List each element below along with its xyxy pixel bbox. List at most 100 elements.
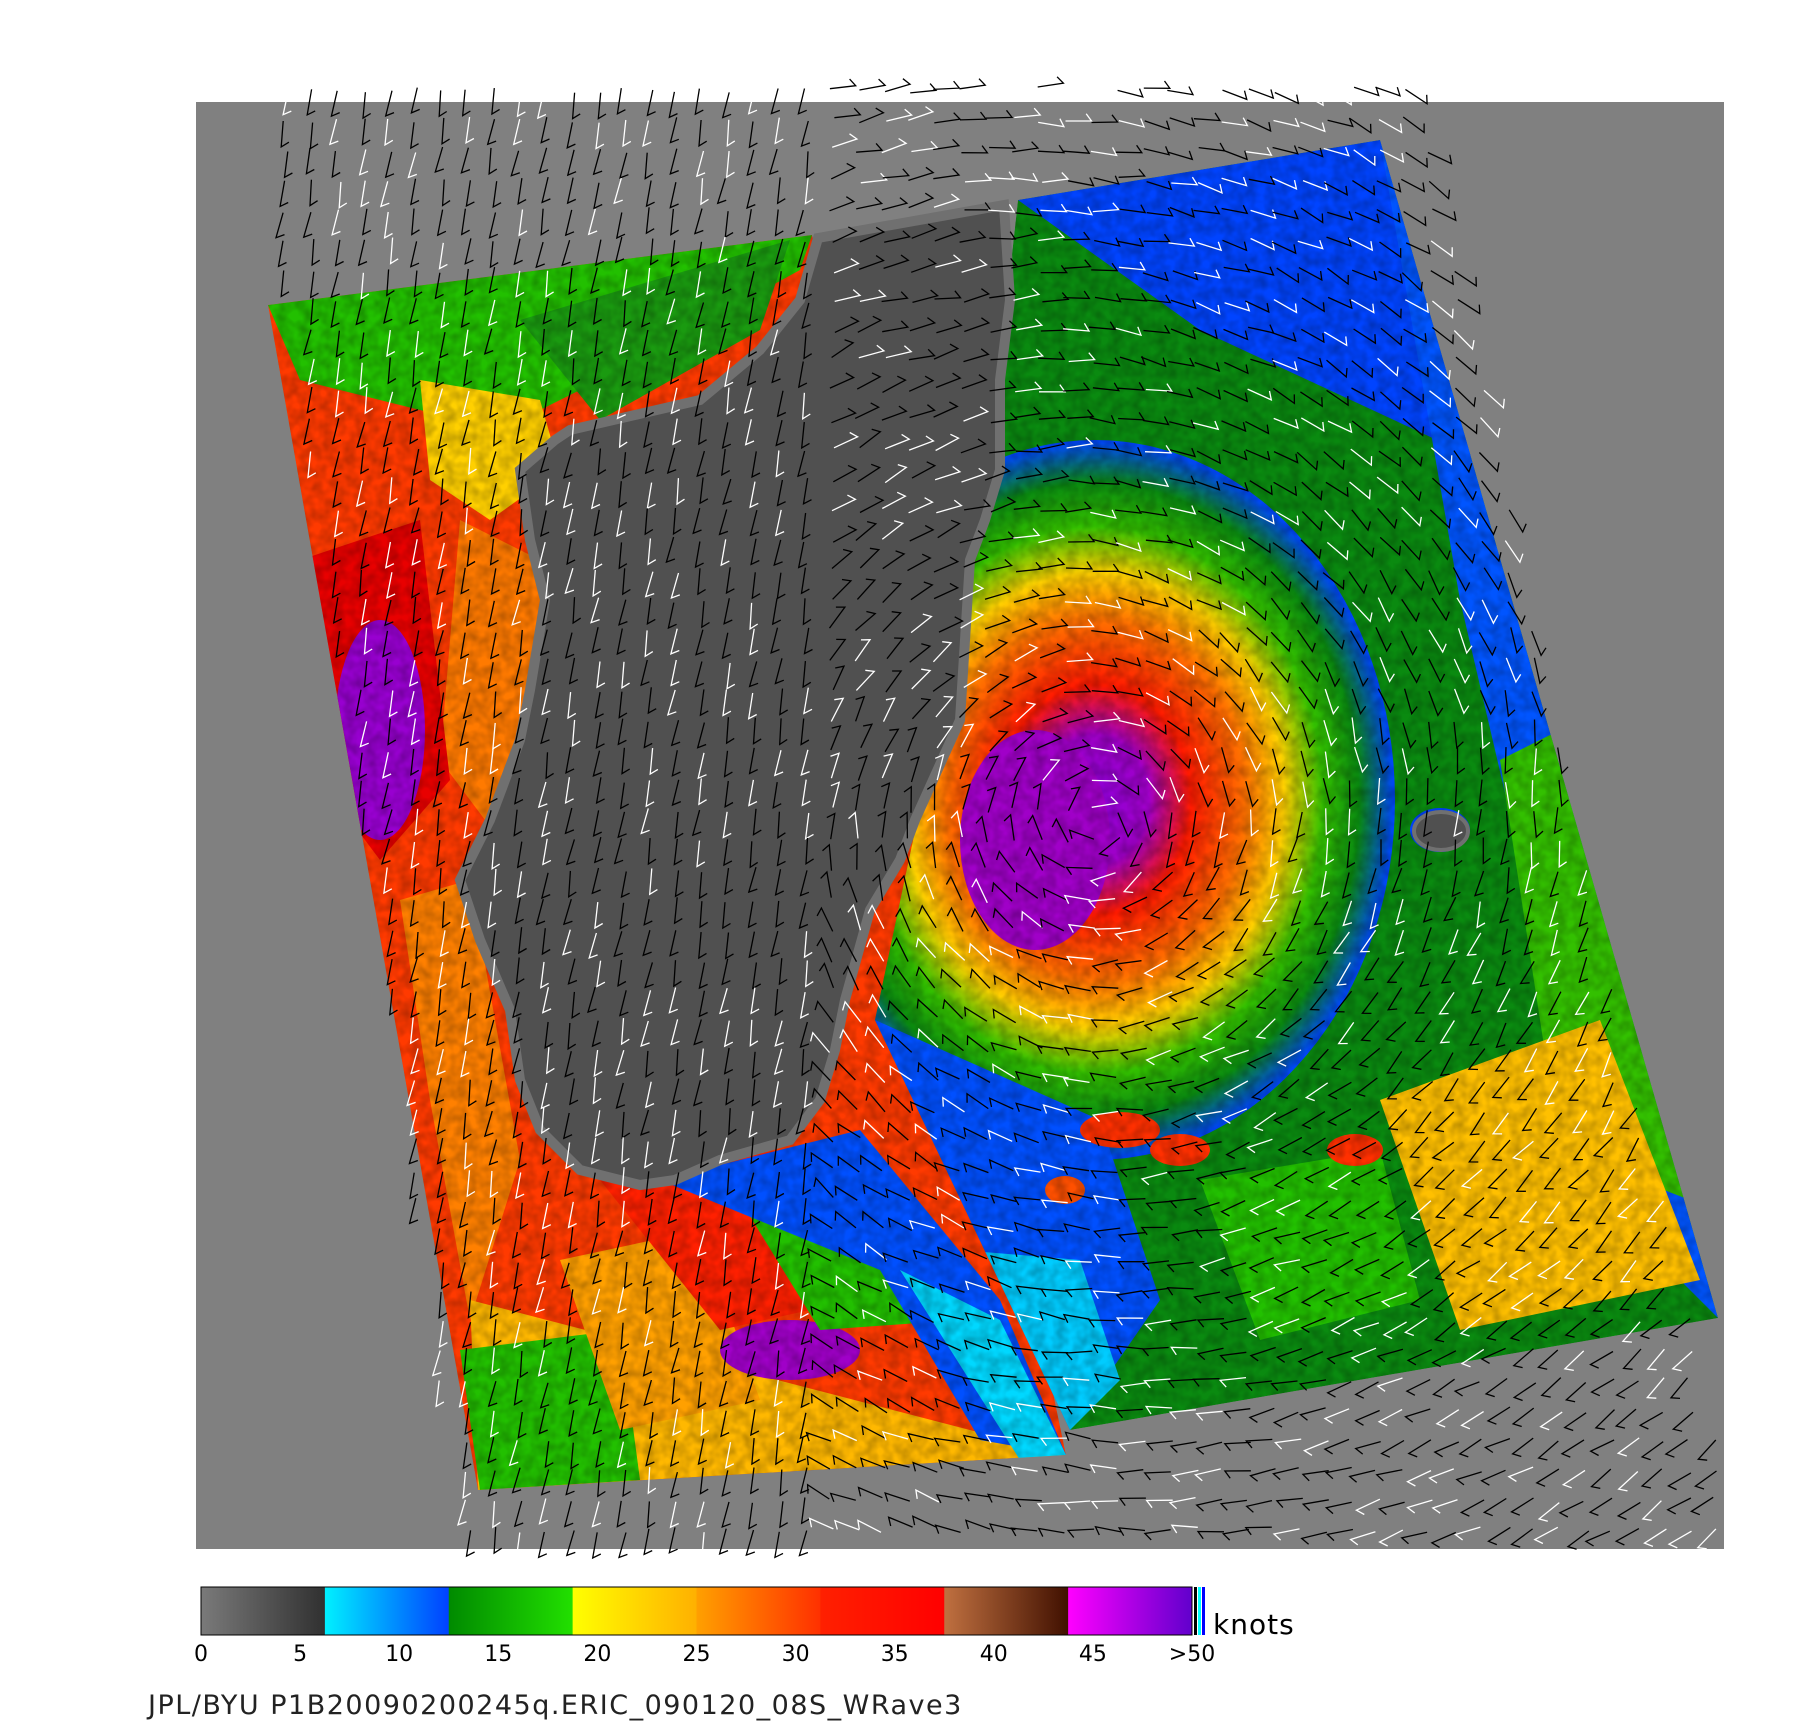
wind-barbs-layer (275, 76, 1717, 1560)
wind-barb (384, 391, 395, 418)
wind-barb (1398, 812, 1408, 841)
wind-barb (865, 1090, 886, 1113)
wind-barb (1406, 1349, 1433, 1366)
wind-barb (1402, 722, 1417, 749)
wind-barb (832, 226, 858, 243)
wind-barb (1460, 1348, 1485, 1368)
wind-barb (1041, 1014, 1069, 1024)
wind-barb (1470, 988, 1483, 1014)
wind-barb (566, 122, 576, 150)
wind-barb (1220, 658, 1242, 678)
wind-barb (466, 599, 475, 627)
wind-barb (540, 1106, 550, 1135)
wind-barb (774, 1531, 784, 1559)
wind-barb (1068, 475, 1096, 485)
wind-barb (747, 271, 757, 298)
wind-barb (723, 1020, 734, 1048)
wind-barb (860, 172, 889, 184)
wind-barb (1223, 389, 1249, 403)
wind-barb (1272, 542, 1295, 559)
wind-barb (1386, 1051, 1403, 1074)
wind-barb (645, 1171, 655, 1199)
wind-barb (1117, 382, 1146, 391)
wind-barb (566, 149, 577, 177)
wind-barb (640, 659, 650, 687)
wind-barb (1484, 1377, 1508, 1398)
wind-barb (1353, 149, 1376, 167)
wind-barb (1403, 211, 1427, 227)
wind-barb (750, 1137, 760, 1165)
wind-barb (388, 690, 398, 718)
wind-barb (540, 1232, 550, 1260)
wind-barb (1301, 481, 1323, 501)
wind-barb (468, 1079, 477, 1107)
wind-barb (1193, 1291, 1221, 1304)
wind-barb (1277, 1136, 1303, 1155)
wind-barb (1537, 1440, 1559, 1461)
wind-barb (1375, 1469, 1403, 1482)
wind-barb (1645, 1377, 1665, 1399)
wind-barb (1438, 991, 1455, 1015)
wind-barb (1533, 1526, 1559, 1545)
wind-barb (746, 240, 756, 268)
wind-barb (726, 119, 736, 148)
wind-barb (616, 392, 626, 420)
wind-barb (666, 447, 677, 474)
wind-barb (1038, 351, 1066, 361)
wind-barb (1021, 910, 1044, 929)
wind-barb (1355, 1077, 1378, 1097)
wind-barb (984, 614, 1012, 630)
wind-barb (938, 616, 964, 633)
wind-barb (1068, 534, 1096, 543)
wind-barb (699, 1171, 709, 1199)
wind-barb (593, 357, 603, 385)
colorbar-tick-label: 20 (583, 1642, 612, 1667)
wind-barb (1577, 927, 1589, 953)
wind-barb (539, 1382, 550, 1409)
wind-barb (513, 1322, 523, 1349)
wind-barb (536, 1259, 546, 1286)
wind-barb (915, 937, 937, 959)
wind-barb (1219, 539, 1246, 552)
wind-barb (810, 1332, 833, 1350)
wind-barb (565, 1347, 575, 1375)
colorbar-tick-label: 25 (682, 1642, 711, 1667)
wind-barb (460, 901, 470, 929)
wind-barb (774, 869, 784, 897)
wind-barb (513, 1378, 523, 1406)
wind-barb (566, 1317, 576, 1345)
wind-barb (698, 990, 708, 1018)
wind-barb (694, 661, 705, 688)
wind-barb (1367, 868, 1378, 895)
wind-barb (857, 315, 883, 333)
wind-barb (436, 749, 445, 777)
wind-barb (1042, 887, 1068, 901)
wind-barb (565, 1530, 576, 1557)
wind-barb (387, 357, 397, 385)
wind-barb (1065, 866, 1093, 876)
wind-barb (1300, 660, 1321, 683)
wind-barb (1545, 1019, 1561, 1044)
wind-barb (1324, 661, 1341, 688)
wind-barb (435, 1020, 445, 1048)
wind-barb (1622, 1348, 1642, 1370)
wind-barb (489, 1292, 499, 1320)
wind-barb (669, 148, 679, 175)
wind-barb (1191, 810, 1201, 838)
wind-barb (408, 1138, 419, 1165)
wind-barb (519, 629, 529, 658)
wind-barb (1065, 1406, 1094, 1415)
wind-barb (619, 902, 629, 930)
wind-barb (1170, 1112, 1197, 1129)
wind-barb (536, 92, 547, 120)
wind-barb (670, 240, 680, 268)
wind-barb (571, 719, 581, 748)
wind-barb (1614, 1528, 1640, 1546)
wind-barb (643, 421, 653, 449)
wind-barb (1621, 1321, 1641, 1343)
wind-barb (517, 1411, 527, 1439)
wind-barb (1277, 1078, 1300, 1099)
wind-barb (1590, 1468, 1612, 1490)
wind-barb (640, 1109, 650, 1136)
wind-barb (541, 328, 551, 357)
